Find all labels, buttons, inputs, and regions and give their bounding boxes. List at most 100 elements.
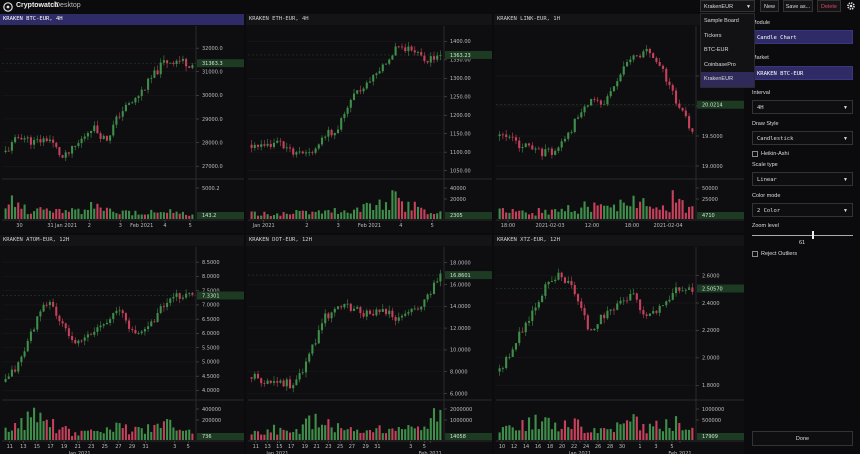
- board-menu-item[interactable]: Tickers: [704, 32, 722, 39]
- candle-body: [560, 272, 563, 278]
- candlestick-chart[interactable]: 8.5000 8.0000 7.5000 7.0000 6.5000 6.0000 5.50…: [0, 235, 244, 454]
- chart-panel[interactable]: KRAKEN ATOM-EUR, 12H 8.5000 8.0000 7.5000 7.…: [0, 235, 244, 454]
- chart-panel-title[interactable]: KRAKEN DOT-EUR, 12H: [246, 235, 492, 246]
- candle-body: [308, 152, 311, 154]
- time-tick-label: 1: [638, 444, 641, 450]
- volume-bar: [391, 190, 394, 219]
- candle-body: [7, 376, 10, 379]
- chart-panel[interactable]: KRAKEN BTC-EUR, 4H 32000.0 31000.0 30000.0 2…: [0, 14, 244, 233]
- volume-bar: [343, 430, 346, 440]
- volume-bar: [80, 214, 83, 219]
- volume-bar: [90, 201, 93, 219]
- volume-bar: [147, 214, 150, 219]
- volume-tick-label: 400000: [202, 407, 221, 413]
- candle-body: [143, 329, 146, 332]
- volume-bar: [629, 421, 632, 440]
- volume-bar: [514, 430, 518, 440]
- volume-bar: [61, 427, 64, 440]
- board-select[interactable]: KrakenEUR ▼: [700, 0, 755, 12]
- last-volume-tag-bg: [697, 433, 744, 440]
- volume-bar: [256, 215, 260, 219]
- chart-panel[interactable]: KRAKEN DOT-EUR, 12H 18.0000 16.0000 14.0000…: [246, 235, 492, 454]
- interval-select[interactable]: 4H ▼: [752, 100, 853, 114]
- board-menu-item[interactable]: KrakenEUR: [701, 72, 754, 87]
- zoom-slider-thumb[interactable]: [812, 231, 814, 239]
- chart-panel-title[interactable]: KRAKEN LINK-EUR, 1H: [494, 14, 744, 25]
- candle-body: [362, 88, 365, 92]
- candle-body: [583, 308, 586, 316]
- module-settings-sidebar: Module Candle Chart Market KRAKEN BTC-EU…: [746, 14, 860, 454]
- chevron-down-icon: ▼: [746, 4, 751, 10]
- candle-body: [153, 321, 156, 323]
- volume-bar: [407, 425, 410, 440]
- save-as-button[interactable]: Save as...: [783, 0, 813, 12]
- candle-body: [317, 144, 320, 149]
- color-mode-select[interactable]: 2 Color ▼: [752, 203, 853, 217]
- zoom-slider-track[interactable]: [752, 235, 853, 236]
- market-select[interactable]: KRAKEN BTC-EUR: [752, 66, 853, 80]
- volume-bar: [191, 214, 194, 219]
- volume-bar: [314, 211, 317, 219]
- candle-body: [691, 287, 694, 292]
- reject-outliers-checkbox[interactable]: [752, 251, 758, 257]
- volume-bar: [20, 418, 23, 440]
- candle-body: [346, 303, 349, 305]
- candle-body: [661, 305, 665, 307]
- candle-body: [20, 137, 23, 140]
- module-select[interactable]: Candle Chart: [752, 30, 853, 44]
- board-menu-item[interactable]: CoinbasePro: [704, 61, 736, 68]
- chart-panel-title[interactable]: KRAKEN XTZ-EUR, 12H: [494, 235, 744, 246]
- board-menu-item[interactable]: BTC-EUR: [704, 47, 729, 53]
- chart-panel-title[interactable]: KRAKEN BTC-EUR, 4H: [0, 14, 244, 25]
- volume-bar: [544, 209, 547, 219]
- scale-type-select[interactable]: Linear ▼: [752, 172, 853, 186]
- chart-panel[interactable]: KRAKEN XTZ-EUR, 12H 2.6000 2.4000 2.2000 2.0…: [494, 235, 744, 454]
- draw-style-label: Draw Style: [752, 121, 779, 127]
- candle-body: [324, 136, 327, 138]
- volume-bar: [576, 213, 580, 219]
- volume-bar: [39, 207, 42, 219]
- heikin-ashi-checkbox[interactable]: [752, 151, 758, 157]
- candle-body: [648, 313, 651, 316]
- candle-body: [368, 310, 372, 314]
- volume-bar: [436, 421, 439, 440]
- volume-bar: [606, 205, 609, 219]
- candlestick-chart[interactable]: 20.500020.000019.500019.000020.021450000…: [494, 14, 744, 233]
- draw-style-select[interactable]: Candlestick ▼: [752, 131, 853, 145]
- candle-body: [115, 116, 118, 125]
- candle-body: [45, 304, 48, 306]
- chart-panel-title[interactable]: KRAKEN ATOM-EUR, 12H: [0, 235, 244, 246]
- candle-body: [83, 136, 86, 139]
- candlestick-chart[interactable]: 32000.0 31000.0 30000.0 29000.0 28000.0 27000…: [0, 14, 244, 233]
- board-menu-item[interactable]: Sample Board: [704, 18, 739, 24]
- price-tick-label: 8.5000: [202, 260, 220, 266]
- delete-board-button[interactable]: Delete: [817, 0, 841, 12]
- time-tick-label: Jan 2021: [568, 451, 591, 454]
- candle-body: [678, 287, 681, 291]
- gear-icon[interactable]: [846, 1, 856, 11]
- volume-bar: [166, 212, 169, 219]
- candle-body: [391, 55, 394, 60]
- done-button[interactable]: Done: [752, 431, 853, 446]
- volume-bar: [420, 430, 423, 440]
- volume-bar: [169, 209, 172, 219]
- chart-panel-title[interactable]: KRAKEN ETH-EUR, 4H: [246, 14, 492, 25]
- candle-body: [684, 110, 687, 117]
- new-board-button[interactable]: New: [760, 0, 779, 12]
- candle-body: [356, 307, 359, 309]
- volume-bar: [112, 211, 115, 219]
- volume-bar: [420, 207, 423, 219]
- candlestick-chart[interactable]: 2.6000 2.4000 2.2000 2.0000 1.8000 2.50570 100…: [494, 235, 744, 454]
- volume-bar: [188, 215, 191, 219]
- candle-body: [314, 148, 317, 153]
- candlestick-chart[interactable]: 1400.00 1350.00 1300.00 1250.00 1200.00 1150.…: [246, 14, 492, 233]
- chart-panel[interactable]: KRAKEN ETH-EUR, 4H 1400.00 1350.00 1300.00 1…: [246, 14, 492, 233]
- volume-bar: [346, 212, 349, 219]
- candlestick-chart[interactable]: 18.0000 16.0000 14.0000 12.0000 10.0000 8.000…: [246, 235, 492, 454]
- time-tick-label: 17: [288, 444, 294, 450]
- candle-body: [365, 82, 368, 89]
- candle-body: [570, 281, 573, 286]
- volume-bar: [359, 432, 362, 440]
- volume-bar: [77, 208, 80, 219]
- volume-bar: [439, 409, 442, 440]
